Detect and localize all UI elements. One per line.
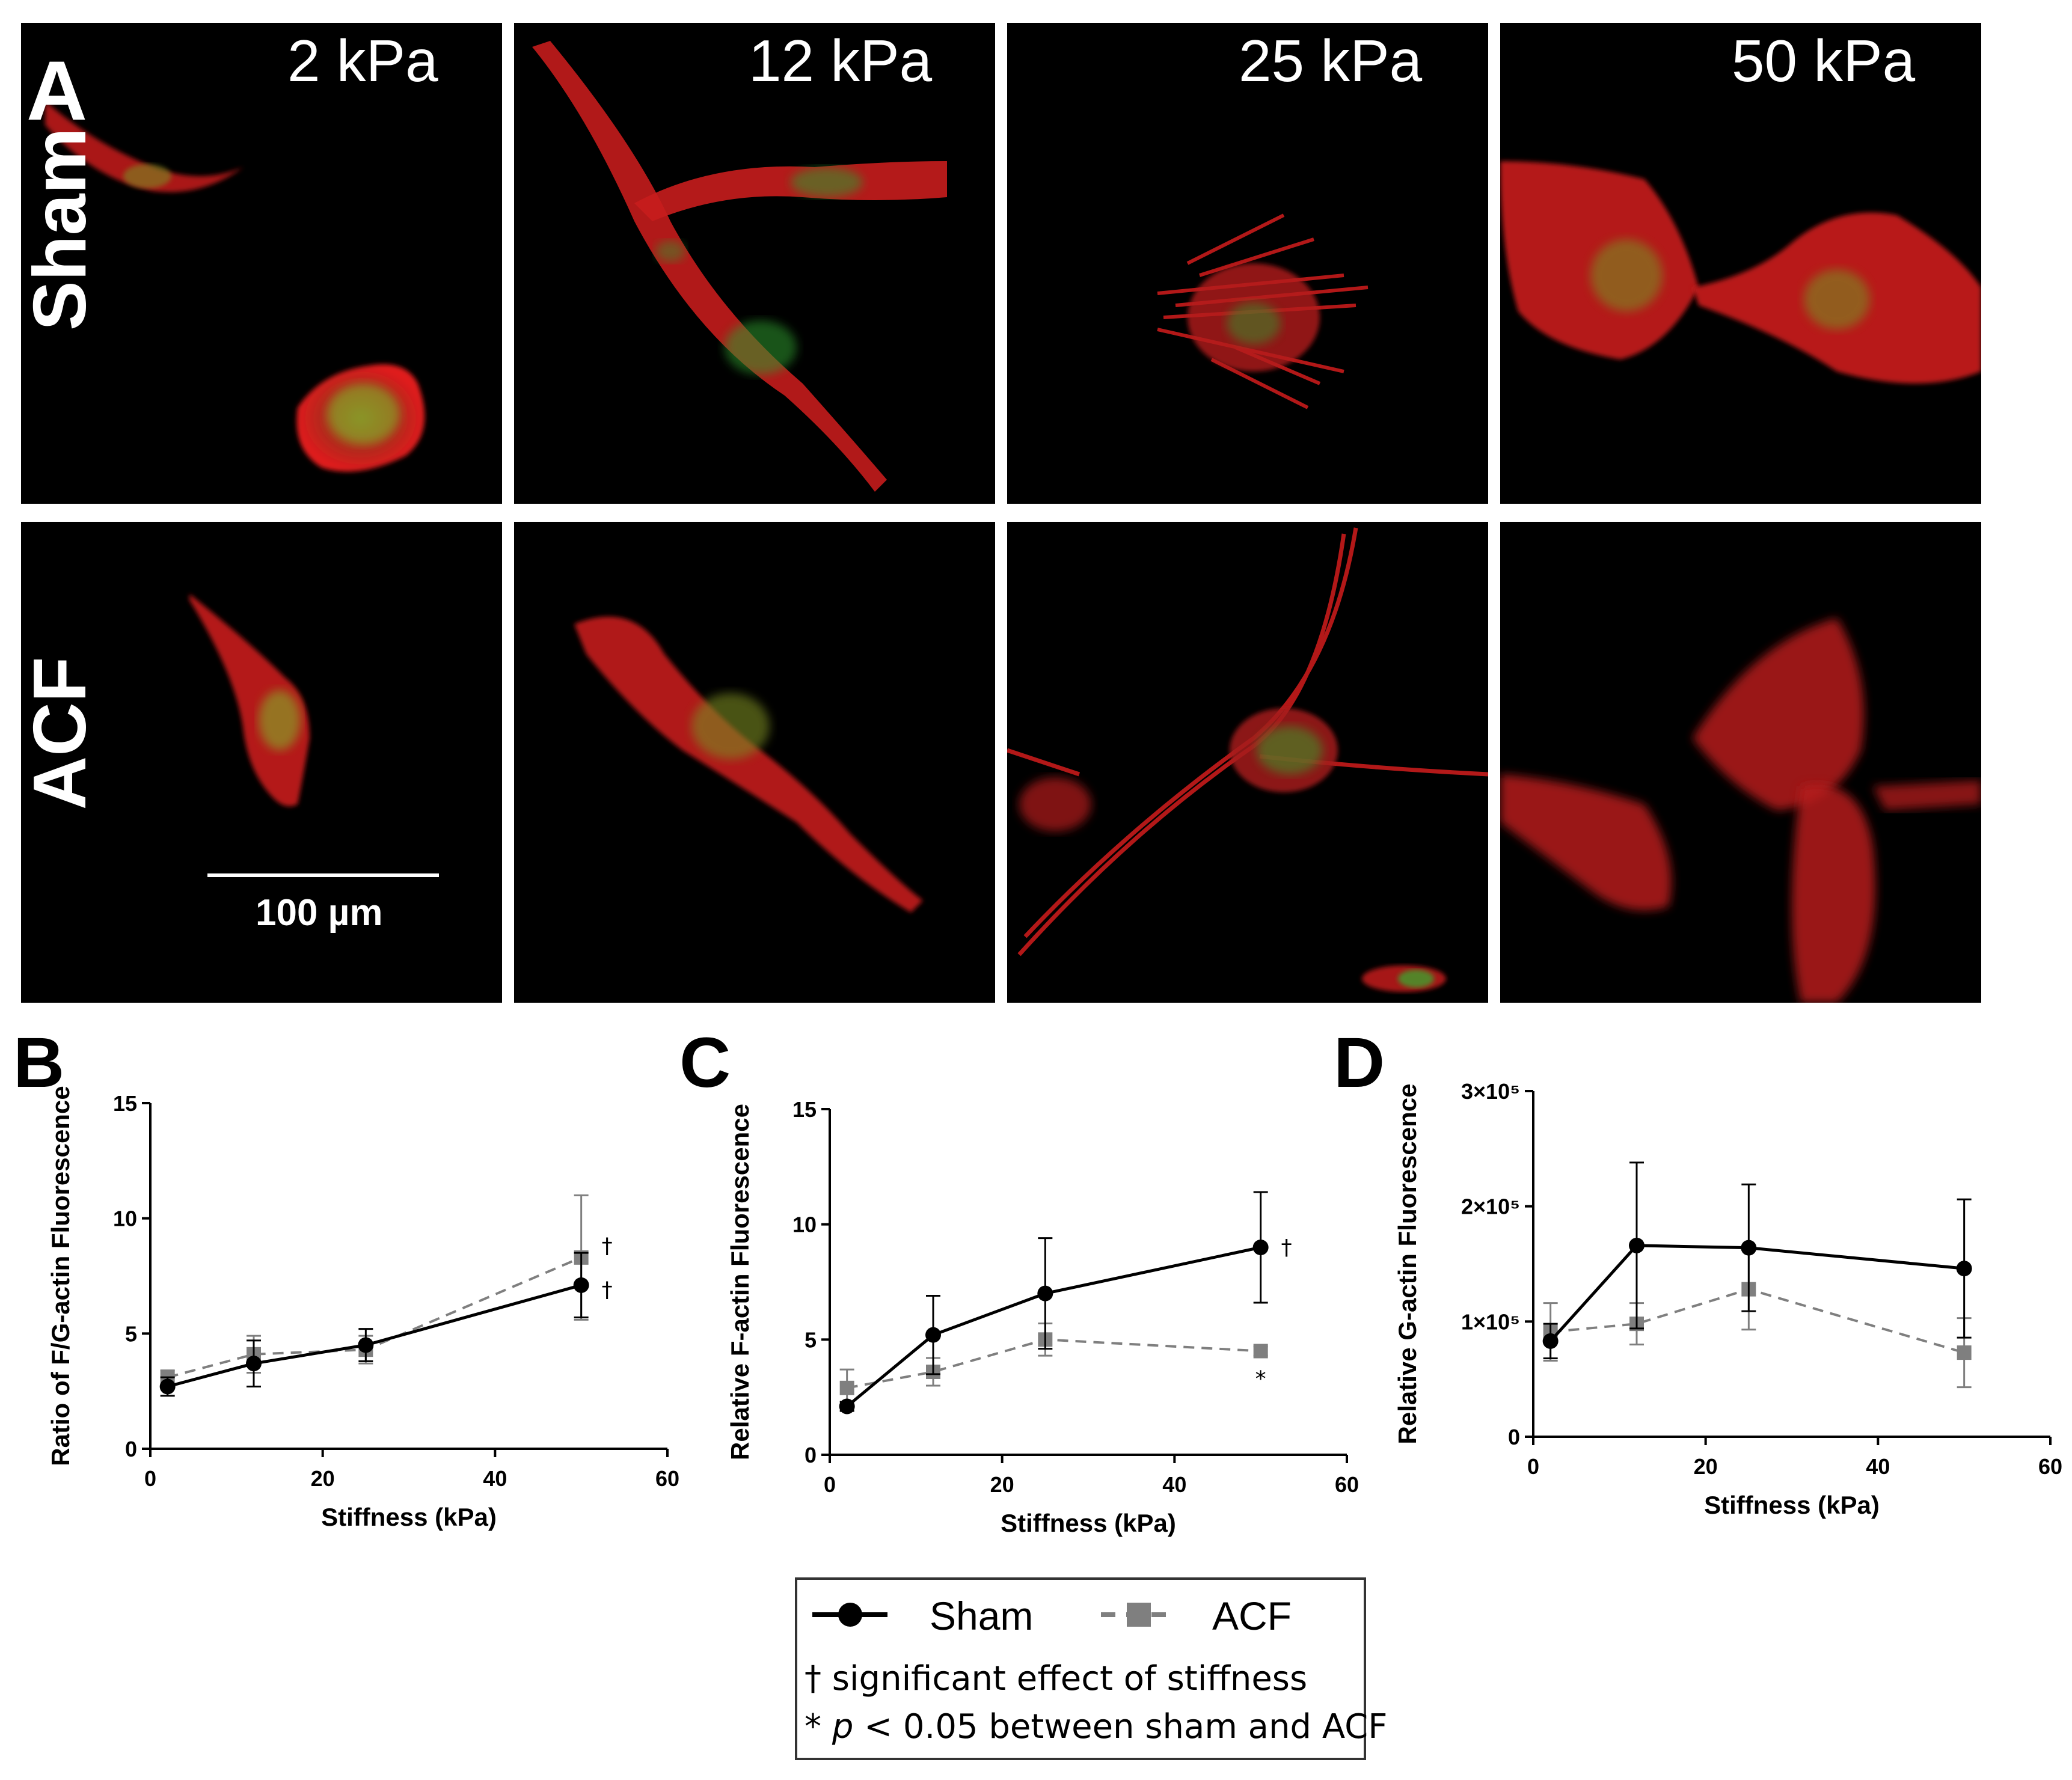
chart-b-svg: 0 20 40 60 0 5 10 15 Stiffness (kPa) Ratio of F/G… [46,1086,679,1531]
series-line-acf [167,1256,582,1379]
legend-sham-swatch [812,1603,887,1627]
y-tick-label: 15 [792,1097,817,1122]
data-point-sham [1956,1261,1972,1277]
y-tick-label: 3×10⁵ [1461,1079,1520,1104]
x-tick-label: 0 [1527,1454,1539,1479]
y-tick-label: 5 [125,1321,137,1346]
x-tick-label: 60 [655,1466,679,1491]
series-line-sham [167,1283,582,1388]
x-axis-title: Stiffness (kPa) [1001,1509,1176,1537]
x-tick-label: 40 [483,1466,507,1491]
data-point-sham [358,1337,374,1353]
chart-d-svg: 0 20 40 60 0 1×10⁵ 2×10⁵ 3×10⁵ Stiffness (kPa) Re… [1393,1079,2062,1519]
chart-b: 0 20 40 60 0 5 10 15 Stiffness (kPa) Ratio of F/G… [36,1058,697,1551]
y-tick-label: 0 [1508,1425,1520,1449]
row-label-acf: ACF [19,656,102,810]
chart-d: 0 20 40 60 0 1×10⁵ 2×10⁵ 3×10⁵ Stiffness (kPa) Re… [1365,1058,2062,1551]
y-tick-label: 5 [805,1327,817,1352]
legend-acf-swatch [1101,1603,1176,1627]
data-point-sham [159,1378,176,1395]
micrograph-acf-2kpa: 100 µm [21,522,502,1003]
data-point-sham [925,1327,941,1343]
row-label-sham: Sham [19,127,102,331]
data-point-sham [1252,1240,1269,1255]
panel-b-letter: B [13,1023,65,1103]
series-line-acf [1550,1288,1965,1354]
micrograph-acf-50kpa [1500,522,1981,1003]
y-tick-label: 10 [113,1207,137,1231]
significance-mark: † [1281,1235,1292,1260]
data-point-sham [1741,1240,1757,1256]
micrograph-sham-25kpa [1007,23,1488,504]
legend-note-asterisk: * [805,1707,832,1746]
significance-mark: † [602,1234,613,1259]
y-tick-label: 1×10⁵ [1461,1309,1520,1334]
legend-note-rest: < 0.05 between sham and ACF [853,1707,1388,1746]
data-point-acf [1957,1345,1972,1360]
column-label-25kpa: 25 kPa [1239,28,1423,94]
legend-box: Sham ACF † significant effect of stiffne… [795,1577,1387,1760]
y-axis-title: Relative G-actin Fluorescence [1393,1084,1421,1445]
series-line-sham [1549,1244,1964,1342]
panel-c-letter: C [679,1023,731,1103]
column-label-50kpa: 50 kPa [1732,28,1916,94]
x-tick-label: 20 [311,1466,335,1491]
data-point-sham [246,1356,262,1372]
legend-acf-label: ACF [1212,1594,1292,1638]
x-tick-label: 0 [144,1466,156,1491]
data-point-sham [1542,1333,1559,1349]
y-tick-label: 10 [792,1213,817,1237]
series-line-acf [847,1338,1261,1389]
scale-bar-label: 100 µm [256,892,383,934]
data-point-sham [1037,1285,1053,1301]
chart-c: 0 20 40 60 0 5 10 15 Stiffness (kPa) Relative F-a… [710,1058,1371,1551]
micrograph-sham-12kpa [514,23,995,504]
y-tick-label: 0 [125,1437,137,1461]
legend-note-stiffness: † significant effect of stiffness [805,1659,1308,1698]
micrograph-acf-12kpa [514,522,995,1003]
data-point-acf [1253,1344,1268,1359]
significance-mark: † [602,1278,613,1303]
legend-sham-label: Sham [930,1594,1034,1638]
x-tick-label: 20 [1694,1454,1718,1479]
series-line-sham [846,1246,1261,1408]
micrograph-sham-2kpa [21,23,502,504]
x-tick-label: 60 [2038,1454,2062,1479]
significance-mark: * [1255,1367,1266,1392]
x-tick-label: 20 [990,1472,1014,1497]
column-label-12kpa: 12 kPa [749,28,933,94]
y-axis-title: Relative F-actin Fluorescence [726,1104,754,1460]
legend-note-p: p [832,1707,854,1746]
column-label-2kpa: 2 kPa [287,28,438,94]
x-tick-label: 60 [1335,1472,1359,1497]
micrograph-sham-50kpa [1500,23,1981,504]
y-tick-label: 15 [113,1091,137,1116]
legend-note-pvalue: * p < 0.05 between sham and ACF [805,1707,1387,1746]
data-point-acf [839,1380,854,1395]
panel-a-letter: A [26,43,88,138]
data-point-sham [839,1398,855,1415]
x-tick-label: 40 [1866,1454,1890,1479]
x-axis-title: Stiffness (kPa) [321,1503,497,1531]
micrograph-acf-25kpa [1007,522,1488,1003]
x-tick-label: 40 [1162,1472,1186,1497]
x-axis-title: Stiffness (kPa) [1704,1491,1880,1519]
y-tick-label: 2×10⁵ [1461,1194,1520,1219]
y-tick-label: 0 [805,1443,817,1467]
x-tick-label: 0 [824,1472,836,1497]
data-point-sham [1629,1237,1644,1253]
data-point-sham [573,1277,589,1293]
panel-d-letter: D [1334,1023,1385,1103]
chart-c-svg: 0 20 40 60 0 5 10 15 Stiffness (kPa) Relative F-a… [726,1097,1359,1537]
y-axis-title: Ratio of F/G-actin Fluorescence [46,1086,75,1466]
